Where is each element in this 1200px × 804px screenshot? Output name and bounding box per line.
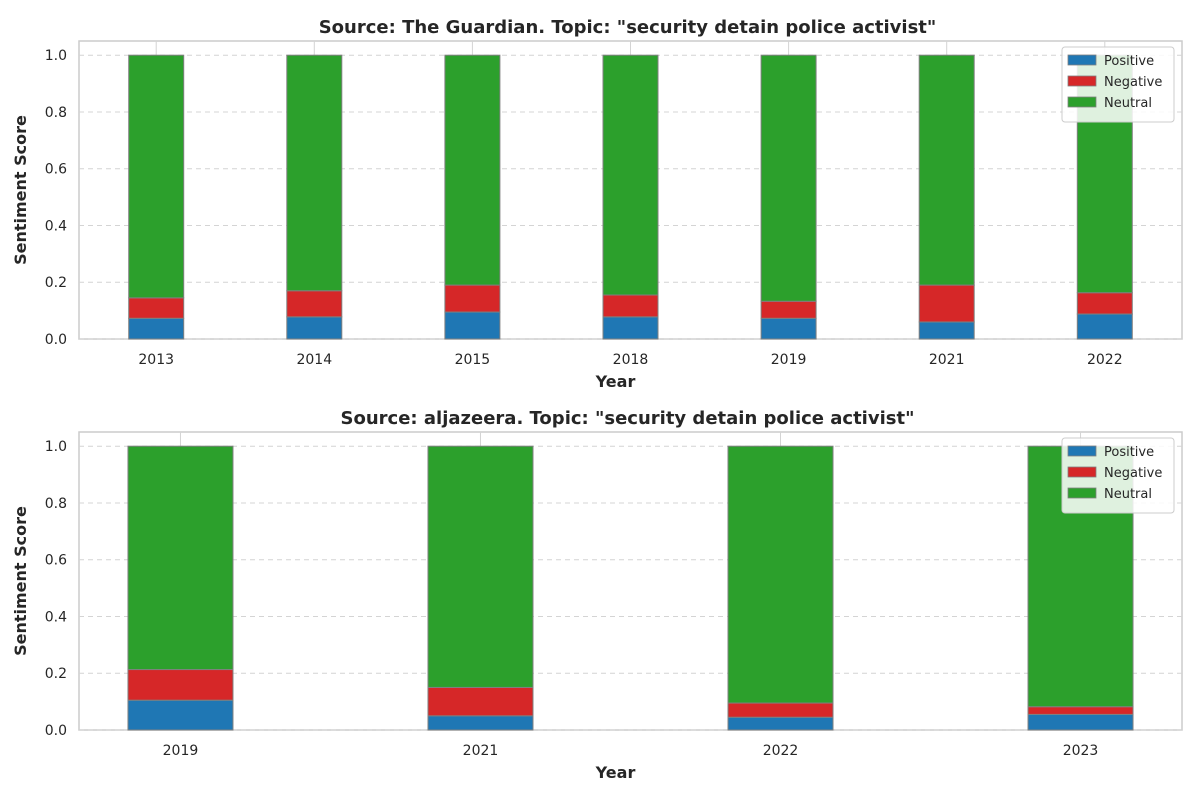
chart-2-bar-neutral-2021 [427, 445, 534, 688]
chart-2-bar-positive-2022 [727, 716, 834, 731]
chart-2-x-axis-label: Year [595, 763, 636, 782]
chart-1-x-tick-label: 2013 [138, 352, 174, 368]
chart-1-bar-positive-2015 [444, 311, 501, 340]
chart-1-bar-negative-2022 [1076, 292, 1133, 315]
chart-1-bar-negative-2013 [128, 297, 185, 319]
chart-2-legend-swatch-positive [1067, 445, 1097, 457]
chart-1-title: Source: The Guardian. Topic: "security d… [319, 17, 937, 38]
chart-1-bar-positive-2019 [760, 317, 817, 340]
chart-1-bar-positive-2018 [602, 316, 659, 340]
chart-2-y-tick-label: 0.8 [45, 496, 67, 512]
chart-1-legend-swatch-negative [1067, 75, 1097, 87]
chart-1-x-tick-label: 2022 [1087, 352, 1123, 368]
chart-2-bar-neutral-2022 [727, 445, 834, 704]
chart-1-x-tick-label: 2021 [929, 352, 965, 368]
chart-2-y-tick-label: 0.2 [45, 666, 67, 682]
chart-1-x-tick-label: 2019 [771, 352, 807, 368]
chart-1-y-tick-label: 0.4 [45, 218, 67, 234]
chart-1-bar-negative-2019 [760, 300, 817, 319]
chart-1-bar-neutral-2021 [918, 54, 975, 286]
chart-1-legend-swatch-positive [1067, 54, 1097, 66]
chart-2-bar-negative-2021 [427, 686, 534, 717]
chart-1-bar-positive-2021 [918, 321, 975, 340]
chart-1-x-tick-label: 2014 [296, 352, 332, 368]
chart-2-x-tick-label: 2023 [1063, 743, 1099, 759]
chart-2-x-tick-label: 2021 [463, 743, 499, 759]
chart-1-bar-negative-2014 [286, 290, 343, 318]
chart-1-legend-label-negative: Negative [1104, 75, 1162, 90]
chart-2-bar-negative-2019 [127, 669, 234, 701]
chart-1-x-tick-label: 2018 [613, 352, 649, 368]
chart-1-y-tick-label: 0.6 [45, 162, 67, 178]
chart-2-bar-neutral-2019 [127, 445, 234, 671]
chart-2-y-tick-label: 0.0 [45, 723, 67, 739]
chart-1-y-tick-label: 0.2 [45, 275, 67, 291]
chart-1-bar-negative-2015 [444, 284, 501, 313]
chart-1-x-axis-label: Year [595, 372, 636, 391]
chart-2-legend-swatch-negative [1067, 466, 1097, 478]
chart-2-x-tick-label: 2022 [763, 743, 799, 759]
chart-2-legend-label-negative: Negative [1104, 466, 1162, 481]
chart-2-legend: Positive Negative Neutral [1061, 437, 1175, 514]
chart-1-y-tick-label: 1.0 [45, 48, 67, 64]
chart-2-plot-area [78, 431, 1183, 731]
chart-2-bar-positive-2019 [127, 699, 234, 731]
chart-panel-2: 0.0 0.2 0.4 0.6 0.8 1.0 2019 2021 2022 2023 Source… [11, 408, 1183, 782]
chart-2-y-tick-label: 1.0 [45, 439, 67, 455]
chart-1-y-axis-label: Sentiment Score [11, 115, 30, 265]
chart-1-bar-neutral-2015 [444, 54, 501, 286]
chart-2-title: Source: aljazeera. Topic: "security deta… [341, 408, 915, 429]
chart-1-legend-label-neutral: Neutral [1104, 96, 1152, 111]
chart-1-y-tick-label: 0.0 [45, 332, 67, 348]
chart-1-bar-negative-2021 [918, 284, 975, 323]
chart-1-bar-positive-2013 [128, 317, 185, 340]
chart-2-bar-positive-2021 [427, 715, 534, 731]
chart-2-y-tick-label: 0.4 [45, 609, 67, 625]
chart-1-bar-neutral-2014 [286, 54, 343, 292]
chart-2-y-axis-label: Sentiment Score [11, 506, 30, 656]
chart-2-bar-negative-2023 [1027, 706, 1134, 715]
chart-1-bar-negative-2018 [602, 294, 659, 318]
chart-1-bar-positive-2022 [1076, 313, 1133, 340]
chart-panel-1: 0.0 0.2 0.4 0.6 0.8 1.0 2013 2014 2015 2018 2019 20… [11, 17, 1183, 391]
chart-1-legend-label-positive: Positive [1104, 54, 1154, 69]
chart-2-x-tick-label: 2019 [163, 743, 199, 759]
chart-2-legend-swatch-neutral [1067, 487, 1097, 499]
chart-2-legend-label-positive: Positive [1104, 445, 1154, 460]
chart-1-bar-neutral-2018 [602, 54, 659, 296]
chart-2-legend-label-neutral: Neutral [1104, 487, 1152, 502]
chart-1-bar-neutral-2019 [760, 54, 817, 302]
chart-1-bar-positive-2014 [286, 316, 343, 340]
chart-1-y-tick-label: 0.8 [45, 105, 67, 121]
chart-2-bar-negative-2022 [727, 702, 834, 718]
chart-1-legend: Positive Negative Neutral [1061, 46, 1175, 123]
chart-1-legend-swatch-neutral [1067, 96, 1097, 108]
chart-1-bar-neutral-2013 [128, 54, 185, 299]
chart-2-bar-positive-2023 [1027, 713, 1134, 731]
chart-1-x-tick-label: 2015 [455, 352, 491, 368]
chart-2-y-tick-label: 0.6 [45, 553, 67, 569]
